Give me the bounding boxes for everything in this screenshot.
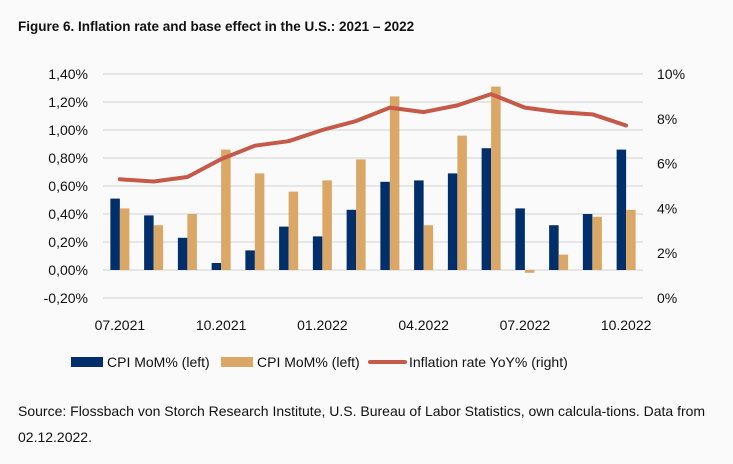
bar-navy xyxy=(582,214,593,270)
y-right-tick-label: 2% xyxy=(657,245,677,261)
bar-gold xyxy=(457,135,467,270)
legend-label: Inflation rate YoY% (right) xyxy=(409,354,568,370)
y-left-tick-label: 0,60% xyxy=(48,178,88,194)
y-left-tick-label: 0,80% xyxy=(48,150,88,166)
legend-label: CPI MoM% (left) xyxy=(107,354,210,370)
inflation-line xyxy=(117,92,629,184)
bar-gold xyxy=(491,86,501,270)
x-tick-label: 10.2022 xyxy=(601,317,652,333)
legend-swatch-1 xyxy=(221,357,253,367)
bar-navy xyxy=(245,250,255,270)
line-series xyxy=(117,92,629,184)
bar-navy xyxy=(481,148,492,270)
x-tick-label: 01.2022 xyxy=(297,317,348,333)
bar-gold xyxy=(389,96,400,271)
bar-gold xyxy=(153,225,164,270)
y-right-tick-label: 8% xyxy=(657,111,677,127)
bar-gold xyxy=(626,209,636,270)
y-left-tick-label: 1,20% xyxy=(48,94,88,110)
bar-gold xyxy=(221,149,231,270)
bar-gold xyxy=(288,191,299,270)
bar-navy xyxy=(616,149,627,270)
y-left-tick-label: -0,20% xyxy=(44,290,88,306)
y-right-tick-label: 0% xyxy=(657,290,677,306)
legend-label: CPI MoM% (left) xyxy=(257,354,360,370)
bar-gold xyxy=(423,225,434,270)
legend: CPI MoM% (left) CPI MoM% (left) Inflation … xyxy=(71,354,568,370)
chart-title: Figure 6. Inflation rate and base effect… xyxy=(18,19,415,34)
bar-navy xyxy=(380,181,390,270)
bar-gold xyxy=(322,180,332,270)
bar-navy xyxy=(110,198,120,270)
axis-labels: -0,20% 0,00% 0,20% 0,40% 0,60% 0,80% 1,00% 1,20… xyxy=(44,66,685,333)
x-tick-label: 07.2021 xyxy=(95,317,146,333)
bar-gold xyxy=(119,208,130,270)
bar-navy xyxy=(211,263,222,270)
bars xyxy=(110,86,636,273)
legend-swatch-0 xyxy=(71,357,103,367)
bar-navy xyxy=(279,226,289,270)
y-left-tick-label: 0,40% xyxy=(48,206,88,222)
bar-gold xyxy=(558,254,569,270)
y-left-tick-label: 1,40% xyxy=(48,66,88,82)
bar-navy xyxy=(414,180,424,270)
bar-navy xyxy=(312,236,323,270)
y-right-tick-label: 4% xyxy=(657,200,677,216)
y-right-tick-label: 6% xyxy=(657,156,677,172)
bar-navy xyxy=(144,215,154,270)
x-tick-label: 10.2021 xyxy=(196,317,247,333)
x-tick-label: 04.2022 xyxy=(398,317,449,333)
bar-gold xyxy=(592,216,602,270)
y-left-tick-label: 0,20% xyxy=(48,234,88,250)
bar-navy xyxy=(177,237,188,270)
bar-gold xyxy=(356,159,366,270)
bar-navy xyxy=(346,209,357,270)
source-note: Source: Flossbach von Storch Research In… xyxy=(18,403,706,445)
bar-gold xyxy=(524,270,535,273)
bar-gold xyxy=(254,173,265,270)
bar-navy xyxy=(515,208,525,270)
y-left-tick-label: 0,00% xyxy=(48,262,88,278)
bar-navy xyxy=(447,173,458,270)
y-right-tick-label: 10% xyxy=(657,66,685,82)
x-tick-label: 07.2022 xyxy=(500,317,551,333)
y-left-tick-label: 1,00% xyxy=(48,122,88,138)
bar-gold xyxy=(187,214,197,270)
bar-navy xyxy=(549,225,559,270)
